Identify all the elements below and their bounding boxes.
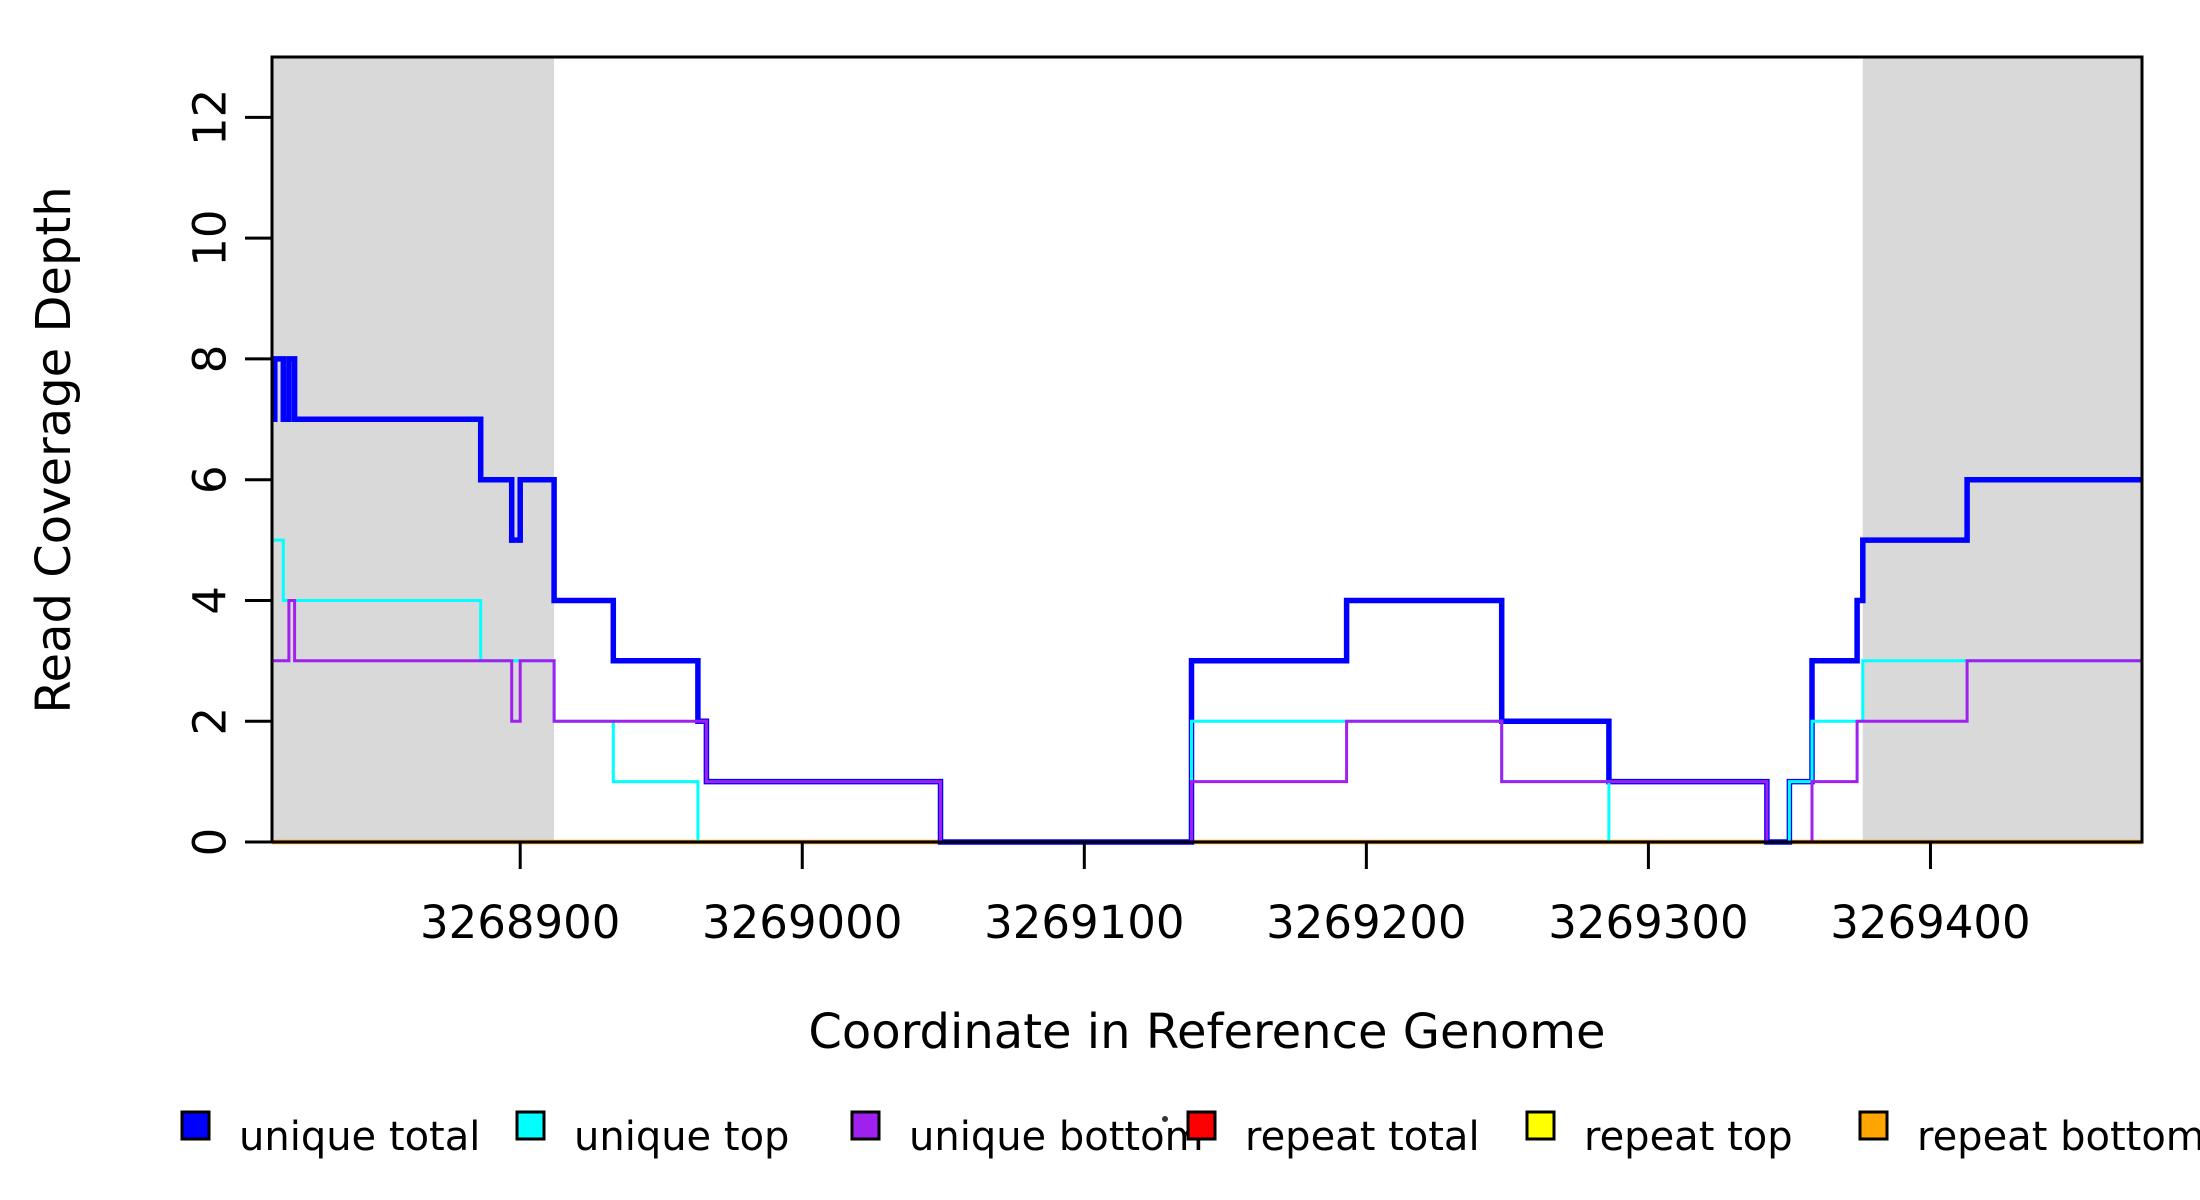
x-tick-label: 3269300 bbox=[1548, 896, 1748, 949]
legend-swatch bbox=[1858, 1110, 1889, 1141]
y-tick-label: 8 bbox=[184, 345, 237, 374]
legend-item-label: repeat total bbox=[1245, 1114, 1480, 1160]
legend-item-label: repeat bottom bbox=[1917, 1114, 2200, 1160]
shaded-regions-layer bbox=[272, 57, 2142, 842]
legend-swatch bbox=[180, 1110, 211, 1141]
plot-box bbox=[270, 55, 2144, 844]
legend-item-repeat-bottom: repeat bottom bbox=[1858, 1110, 2200, 1160]
legend-item-label: unique total bbox=[239, 1114, 480, 1160]
legend-item-unique-top: unique top bbox=[515, 1110, 789, 1160]
x-tick-label: 3269000 bbox=[702, 896, 902, 949]
legend-item-label: unique top bbox=[574, 1114, 789, 1160]
y-tick-label: 2 bbox=[184, 707, 237, 736]
x-tick-label: 3268900 bbox=[420, 896, 620, 949]
y-tick-label: 0 bbox=[184, 828, 237, 857]
x-tick-label: 3269200 bbox=[1266, 896, 1466, 949]
x-tick-label: 3269100 bbox=[984, 896, 1184, 949]
legend-item-unique-total: unique total bbox=[180, 1110, 480, 1160]
y-tick-label: 4 bbox=[184, 586, 237, 615]
x-tick-label: 3269400 bbox=[1830, 896, 2030, 949]
legend-swatch bbox=[850, 1110, 881, 1141]
legend-swatch bbox=[515, 1110, 546, 1141]
y-tick-label: 12 bbox=[184, 89, 237, 146]
x-axis-title: Coordinate in Reference Genome bbox=[808, 1004, 1605, 1060]
legend-item-unique-bottom: unique bottom bbox=[850, 1110, 1204, 1160]
legend-item-label: repeat top bbox=[1584, 1114, 1793, 1160]
highlight-region bbox=[1862, 57, 2142, 842]
legend-swatch bbox=[1525, 1110, 1556, 1141]
y-tick-label: 10 bbox=[184, 210, 237, 267]
legend-item-label: unique bottom bbox=[909, 1114, 1204, 1160]
legend-separator-dot bbox=[1162, 1116, 1168, 1122]
legend-item-repeat-top: repeat top bbox=[1525, 1110, 1793, 1160]
legend-swatch bbox=[1186, 1110, 1217, 1141]
legend-item-repeat-total: repeat total bbox=[1186, 1110, 1480, 1160]
axes-layer: 3268900 3269000 3269100 3269200 3269300 32694… bbox=[184, 55, 2144, 949]
legend: unique total unique top unique bottom repea… bbox=[180, 1110, 2200, 1160]
highlight-region bbox=[272, 57, 555, 842]
y-tick-label: 6 bbox=[184, 465, 237, 494]
y-axis-title: Read Coverage Depth bbox=[26, 186, 82, 713]
